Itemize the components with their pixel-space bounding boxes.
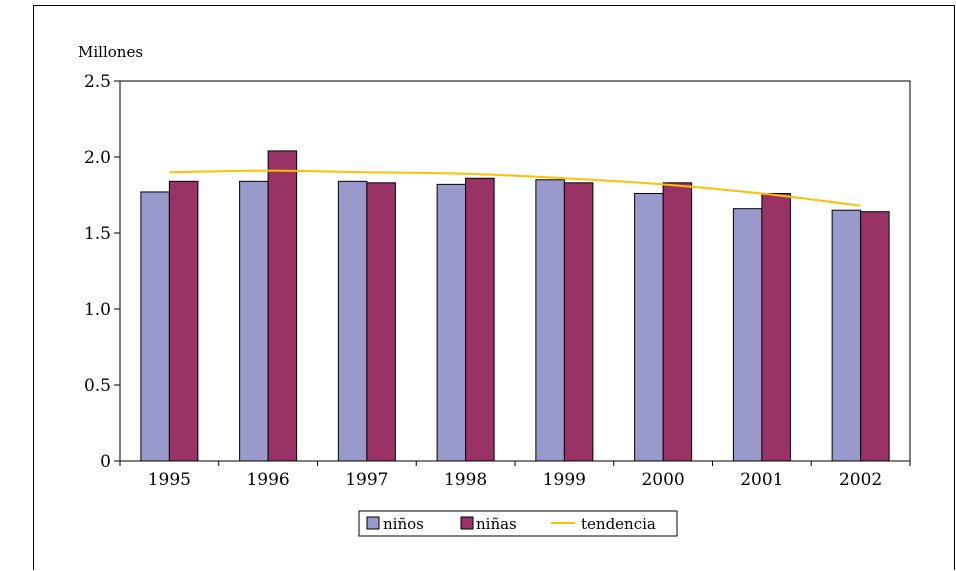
- bar-ninas-1998: [465, 177, 495, 462]
- bar-ninos-1995: [140, 191, 170, 462]
- bar-ninas-2001: [761, 192, 791, 462]
- bar-ninos-2001: [732, 208, 763, 462]
- legend-label-ninos: niños: [383, 515, 424, 533]
- bar-ninas-1997: [366, 182, 396, 462]
- y-tick-label: 0: [100, 452, 111, 472]
- bar-group: [140, 150, 890, 462]
- bar-ninos-1997: [337, 180, 368, 462]
- x-tick-label: 1997: [345, 470, 388, 490]
- x-tick-label: 1998: [444, 470, 487, 490]
- bar-ninos-1999: [535, 179, 565, 462]
- legend-box: [358, 510, 678, 537]
- x-tick-label: 2002: [839, 470, 882, 490]
- legend-label-ninas: niñas: [476, 515, 517, 533]
- y-tick-label: 2.5: [84, 72, 111, 92]
- legend-swatch-ninos: [366, 516, 380, 530]
- legend-swatch-ninas: [460, 516, 474, 530]
- x-tick-label: 2000: [641, 470, 684, 490]
- bar-ninos-1996: [239, 180, 269, 462]
- y-axis: 0 0.5 1.0 1.5 2.0 2.5: [84, 72, 120, 472]
- legend: niños niñas tendencia: [358, 510, 678, 537]
- bar-ninas-1995: [168, 180, 199, 462]
- plot-area: [119, 80, 911, 462]
- bar-ninas-1999: [563, 182, 594, 462]
- legend-label-tendencia: tendencia: [581, 515, 656, 533]
- bar-ninas-2002: [860, 211, 890, 462]
- chart-frame: [33, 5, 955, 570]
- bar-ninas-2000: [662, 182, 693, 462]
- y-tick-label: 1.5: [84, 224, 111, 244]
- y-tick-label: 0.5: [84, 376, 111, 396]
- y-tick-label: 2.0: [84, 148, 111, 168]
- bar-ninas-1996: [267, 150, 298, 462]
- bar-ninos-2002: [831, 209, 862, 462]
- unit-label: Millones: [78, 43, 143, 61]
- y-tick-label: 1.0: [84, 300, 111, 320]
- x-tick-label: 1995: [148, 470, 191, 490]
- x-tick-label: 1999: [543, 470, 586, 490]
- trend-line: [169, 169, 861, 207]
- x-axis: 1995 1996 1997 1998 1999 2000 2001 2002: [119, 461, 911, 490]
- bar-ninos-2000: [634, 192, 664, 462]
- x-tick-label: 2001: [740, 470, 783, 490]
- bar-ninos-1998: [436, 183, 467, 462]
- x-tick-label: 1996: [246, 470, 289, 490]
